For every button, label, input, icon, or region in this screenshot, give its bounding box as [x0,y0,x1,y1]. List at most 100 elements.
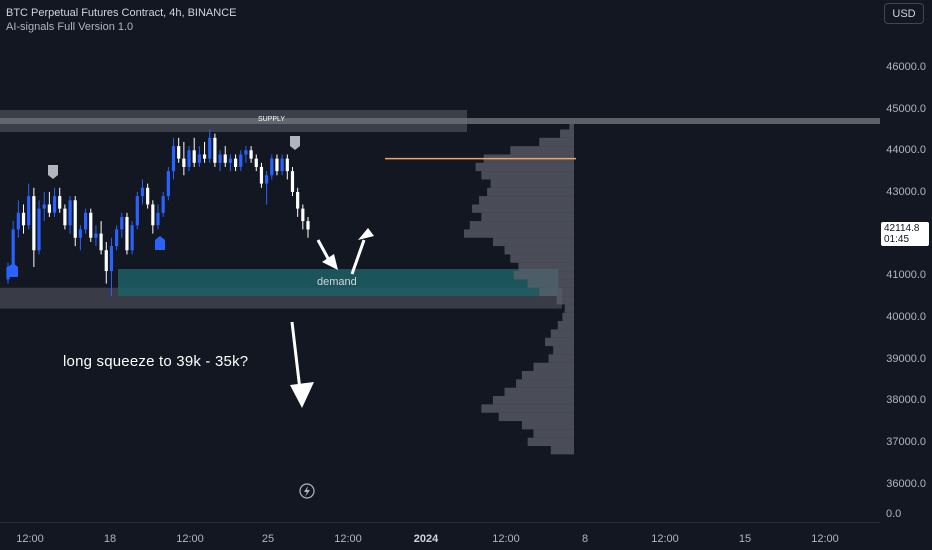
price-tick-label: 38000.0 [886,394,926,407]
candle-body [120,216,124,230]
volume-profile-bar [521,371,574,380]
time-tick-label: 15 [738,533,752,545]
candle-body [130,225,134,251]
candle-body [21,212,26,226]
candle-body [166,171,170,197]
time-tick-label: 12:00 [176,533,204,545]
candle-body [16,212,20,230]
candle-body [197,154,201,163]
arrow-down-long [290,321,302,391]
sell-signal-icon [290,136,300,150]
volume-profile-bar [475,162,574,172]
candle-body [156,212,160,226]
lightning-icon [299,483,315,499]
candle-body [259,166,264,184]
volume-profile-bar [481,404,574,413]
candle-body [244,150,248,155]
buy-signal-icon [155,236,165,250]
arrow-up [350,239,366,275]
candle-body [151,204,155,226]
candle-body [187,150,191,167]
price-tick-label: 45000.0 [886,102,926,115]
candle-body [32,196,36,251]
volume-profile-bar [557,321,574,330]
volume-profile-bar [504,387,574,397]
time-tick-label: 12:00 [492,533,520,545]
lightning-bolt-icon [304,486,310,497]
candle-body [275,158,279,172]
indicator-name[interactable]: AI-signals Full Version 1.0 [6,21,134,33]
time-axis[interactable]: 12:00 18 12:00 25 12:00 2024 12:00 8 12:00 15 12:0… [0,522,880,550]
volume-profile [385,121,576,455]
symbol-title[interactable]: BTC Perpetual Futures Contract, 4h, BINA… [6,7,237,19]
candle-body [249,150,253,159]
candle-body [27,196,31,226]
candle-body [109,246,114,272]
candle-body [37,208,41,251]
currency-button[interactable]: USD [884,3,924,24]
candle-body [73,200,77,238]
candle-body [223,154,227,163]
candle-body [52,196,57,213]
volume-profile-bar [539,137,574,147]
price-tick-label: 44000.0 [886,144,926,157]
candle-body [47,204,51,213]
time-tick-label: 25 [261,533,275,545]
signals [8,136,300,277]
demand-zone [118,269,558,297]
candle-body [182,158,186,167]
candle-body [68,200,72,226]
time-tick-label: 12:00 [811,533,839,545]
price-tick-label: 40000.0 [886,310,926,323]
candle-body [265,175,269,184]
candle-body [83,212,88,230]
candle-body [42,204,46,209]
volume-profile-bar [510,146,574,155]
time-tick-label: 12:00 [16,533,44,545]
price-axis[interactable]: 46000.045000.044000.043000.042000.041000… [880,0,932,522]
zero-tick-label: 0.0 [886,508,902,520]
volume-profile-bar [545,337,574,347]
price-tick-label: 36000.0 [886,477,926,490]
volume-profile-bar [533,362,574,372]
volume-profile-bar [562,312,574,322]
arrowhead-icon [322,254,338,270]
candle-body [99,233,103,251]
candle-body [280,158,284,172]
price-tick-label: 37000.0 [886,435,926,448]
volume-profile-bar [513,271,574,280]
time-tick-label: 12:00 [334,533,362,545]
zones [0,110,880,309]
candle-body [306,221,310,230]
price-tick-label: 41000.0 [886,269,926,282]
volume-profile-bar [490,179,574,188]
candle-body [146,187,150,205]
volume-profile-bar [550,446,574,455]
candle-body [58,196,62,209]
price-chart[interactable] [0,0,880,522]
demand-zone-label: demand [317,276,357,288]
time-tick-label: 2024 [413,533,439,545]
candle-body [140,187,145,197]
volume-profile-bar [472,204,574,213]
candle-body [301,208,305,222]
candle-body [270,158,274,176]
price-tick-label: 43000.0 [886,185,926,198]
candle-body [254,158,258,167]
candle-body [115,229,119,247]
volume-profile-bar [516,379,574,388]
supply-line [0,118,880,124]
volume-profile-bar [469,221,574,230]
candle-body [239,154,243,167]
candle-body [285,158,289,172]
time-tick-label: 18 [103,533,117,545]
current-price-value: 42114.8 [884,223,920,234]
volume-profile-bar [533,429,574,438]
arrowhead-icon [358,228,374,240]
candle-body [125,216,129,251]
current-price-label: 42114.8 01:45 [881,222,929,246]
price-tick-label: 46000.0 [886,61,926,73]
volume-profile-bar [527,437,574,447]
candle-countdown: 01:45 [884,234,910,245]
